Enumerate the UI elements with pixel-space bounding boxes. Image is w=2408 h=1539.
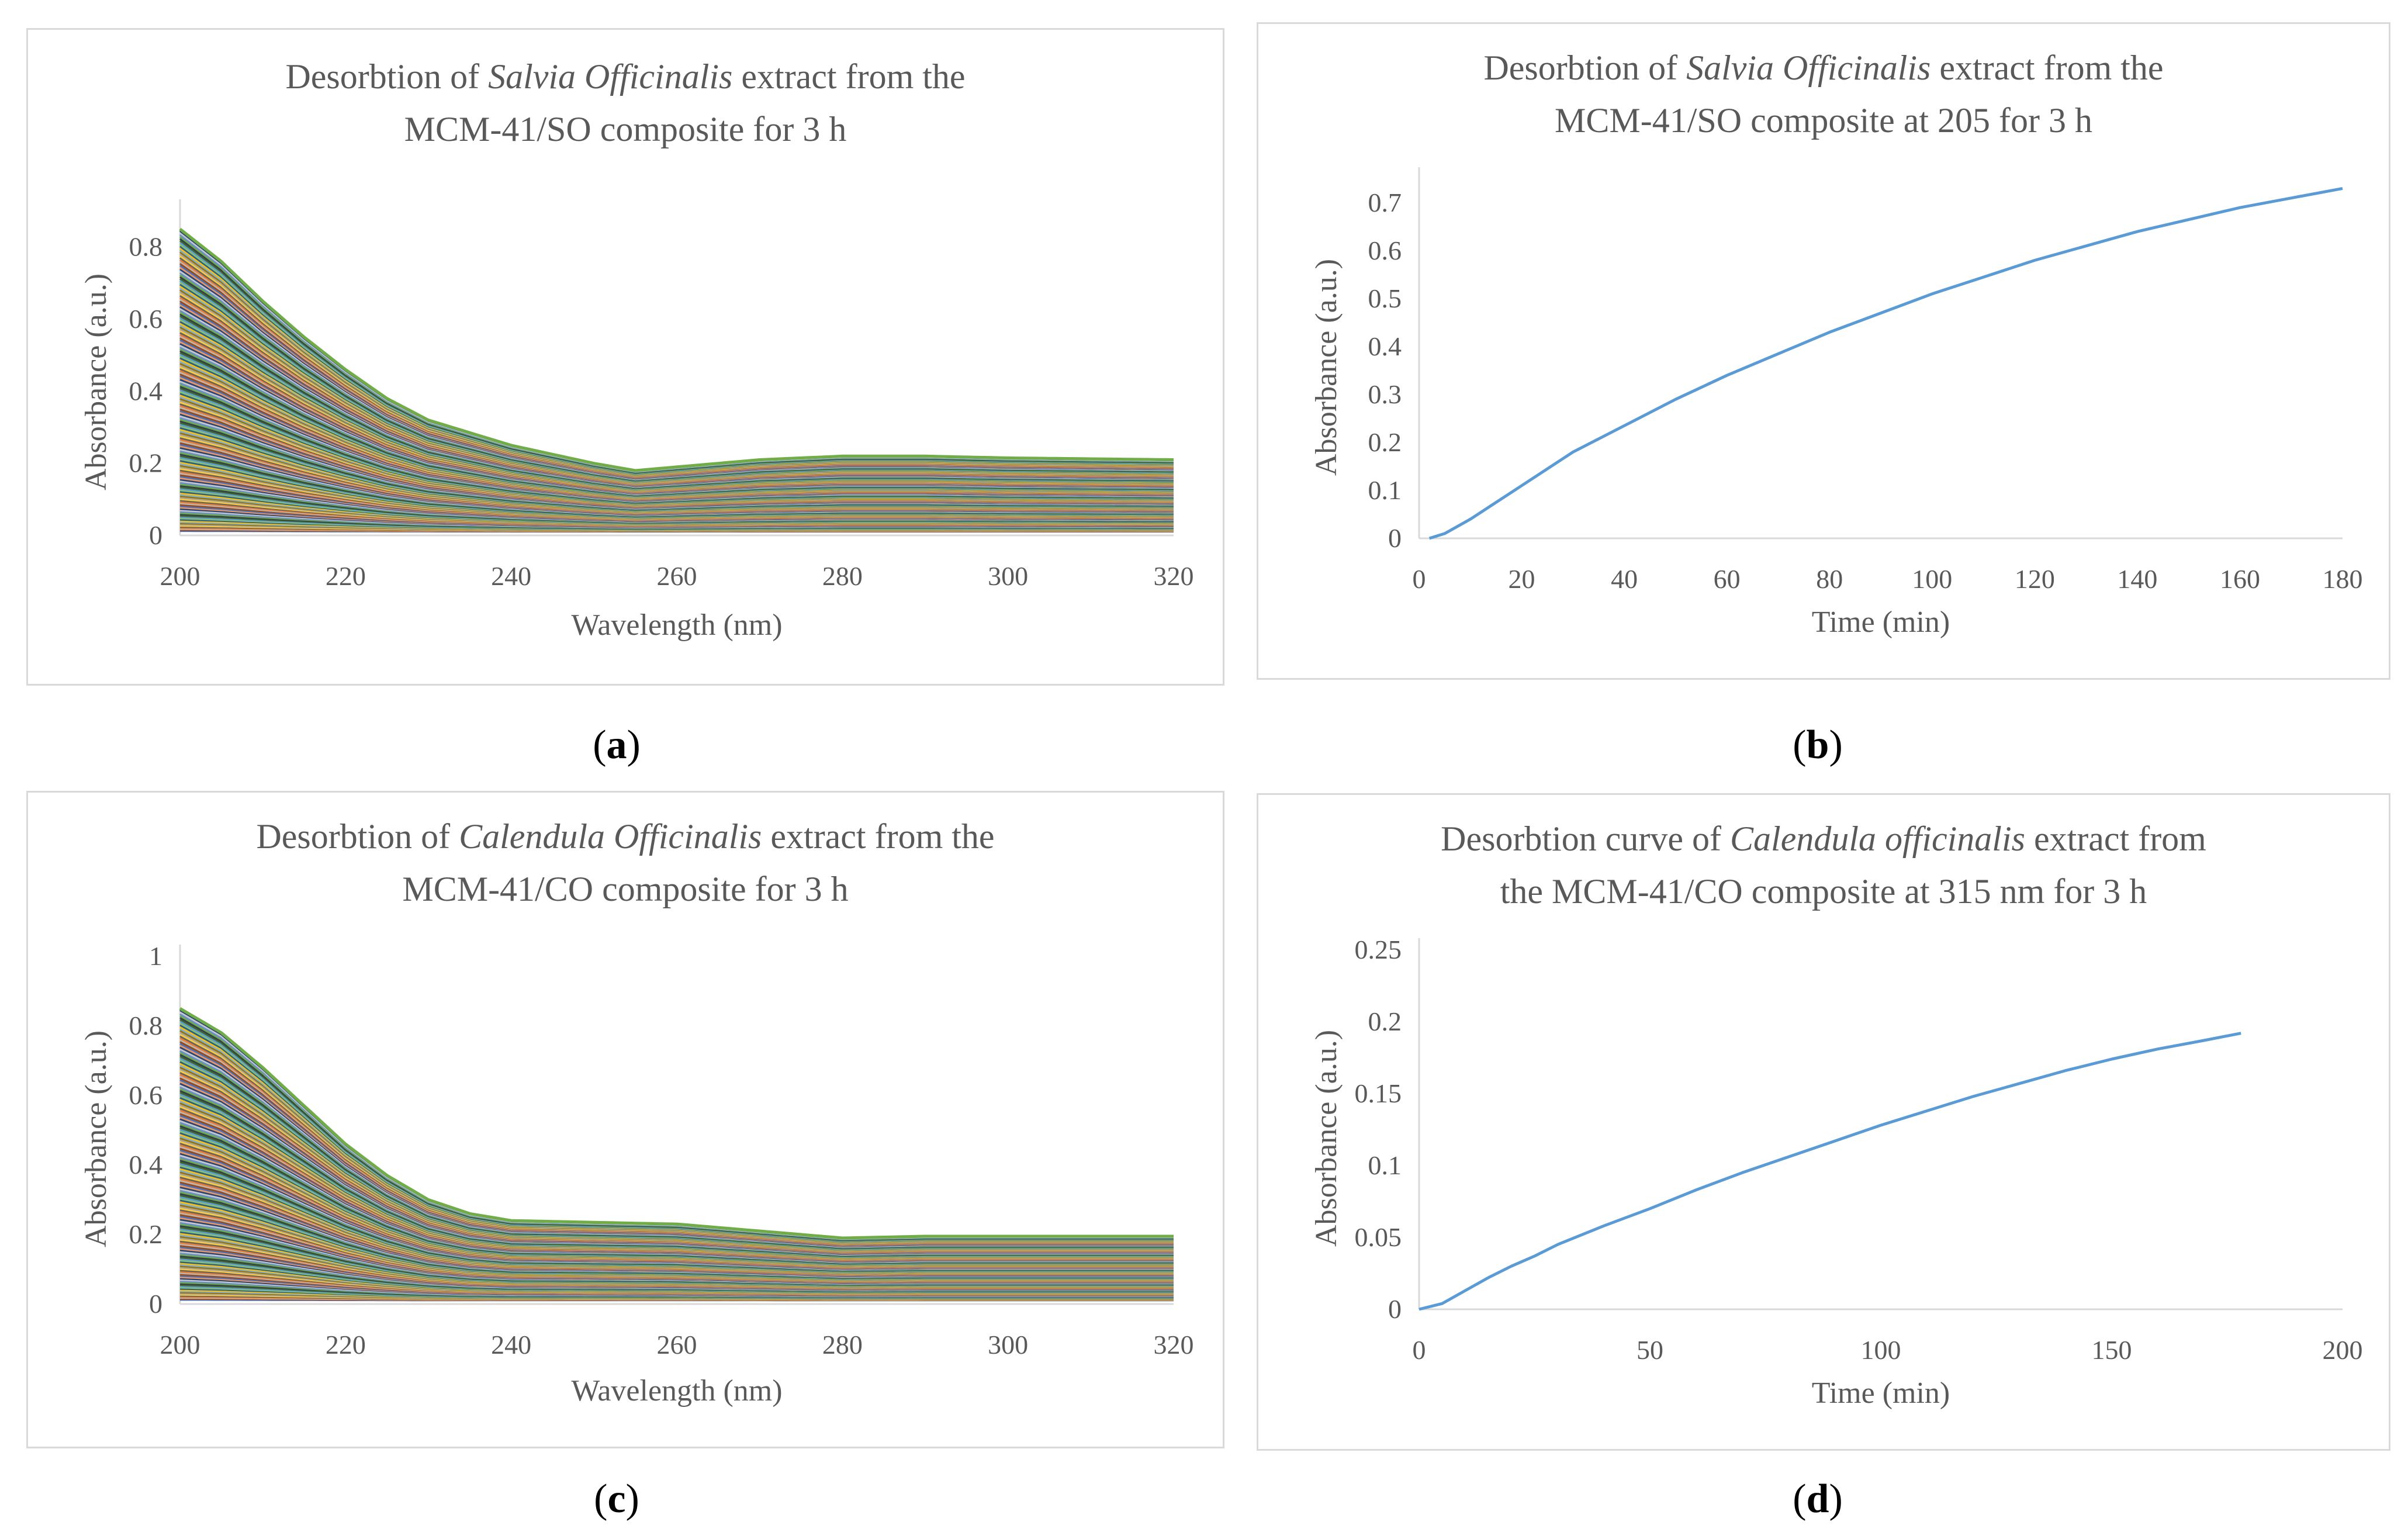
chart-title-d: Desorbtion curve of Calendula officinali… [1441, 819, 2206, 911]
x-tick-label: 300 [988, 561, 1028, 591]
x-axis-title: Wavelength (nm) [571, 1374, 782, 1407]
y-tick-label: 0.5 [1368, 283, 1402, 313]
y-tick-label: 0.6 [1368, 236, 1402, 265]
chart-title-b: Desorbtion of Salvia Officinalis extract… [1483, 49, 2164, 140]
panel-label-a: (a) [593, 722, 641, 767]
y-tick-label: 1 [149, 941, 162, 971]
y-tick-label: 0.7 [1368, 188, 1402, 217]
spectrum-line [179, 1007, 1174, 1240]
y-tick-label: 0.8 [129, 232, 163, 262]
y-tick-label: 0.4 [1368, 331, 1402, 361]
x-tick-label: 280 [822, 1330, 863, 1360]
x-axis-title: Time (min) [1812, 1377, 1950, 1410]
x-tick-label: 180 [2323, 564, 2363, 594]
y-tick-label: 0.8 [129, 1011, 163, 1040]
x-tick-label: 100 [1861, 1335, 1901, 1365]
x-tick-label: 0 [1413, 564, 1426, 594]
x-axis-title: Wavelength (nm) [571, 608, 782, 642]
x-axis-title: Time (min) [1812, 606, 1950, 639]
x-tick-label: 220 [326, 561, 366, 591]
x-tick-label: 200 [160, 1330, 200, 1360]
chart-a: 0 0.2 0.4 0.6 0.8 200 220 240 260 280 300 320 Wavele… [79, 199, 1194, 642]
x-tick-label: 20 [1509, 564, 1535, 594]
y-tick-label: 0.2 [1368, 1007, 1402, 1036]
x-tick-label: 260 [657, 1330, 697, 1360]
x-tick-label: 160 [2220, 564, 2260, 594]
x-tick-label: 300 [988, 1330, 1028, 1360]
x-tick-label: 320 [1154, 1330, 1194, 1360]
panel-label-c: (c) [594, 1476, 639, 1521]
y-tick-label: 0.4 [129, 1150, 163, 1180]
panel-label-d: (d) [1793, 1476, 1843, 1521]
x-tick-label: 200 [2323, 1335, 2363, 1365]
y-tick-label: 0.1 [1368, 1150, 1402, 1180]
x-tick-label: 280 [822, 561, 863, 591]
y-axis-title: Absorbance (a.u.) [79, 1030, 113, 1247]
x-tick-label: 80 [1816, 564, 1843, 594]
x-tick-label: 260 [657, 561, 697, 591]
x-tick-label: 60 [1714, 564, 1741, 594]
spectrum-line [179, 227, 1174, 472]
y-tick-label: 0.4 [129, 376, 163, 406]
chart-title-c: Desorbtion of Calendula Officinalis extr… [256, 817, 995, 908]
y-axis-title: Absorbance (a.u.) [1310, 259, 1343, 476]
panel-label-b: (b) [1793, 722, 1843, 767]
data-series-line [1418, 1032, 2241, 1311]
x-tick-label: 120 [2015, 564, 2055, 594]
y-tick-label: 0 [1388, 523, 1402, 553]
chart-title-a: Desorbtion of Salvia Officinalis extract… [285, 57, 966, 148]
y-tick-label: 0.6 [129, 1080, 163, 1110]
x-tick-label: 40 [1611, 564, 1638, 594]
y-axis-title: Absorbance (a.u.) [79, 274, 113, 490]
y-tick-label: 0.1 [1368, 475, 1402, 505]
x-tick-label: 240 [491, 561, 531, 591]
y-tick-label: 0.6 [129, 304, 163, 334]
x-tick-label: 240 [491, 1330, 531, 1360]
x-tick-label: 150 [2092, 1335, 2132, 1365]
x-tick-label: 140 [2117, 564, 2157, 594]
chart-b: 0 0.1 0.2 0.3 0.4 0.5 0.6 0.7 0 20 40 60 80 100 120 140… [1310, 167, 2363, 639]
data-series-line [1428, 186, 2343, 540]
chart-panel-a: Desorbtion of Salvia Officinalis extract… [26, 28, 1224, 686]
x-tick-label: 0 [1413, 1335, 1426, 1365]
y-tick-label: 0.2 [129, 448, 163, 478]
chart-c: 0 0.2 0.4 0.6 0.8 1 200 220 240 260 280 300 320 Wavel… [79, 941, 1194, 1407]
y-tick-label: 0.2 [129, 1219, 163, 1249]
y-tick-label: 0 [149, 520, 162, 550]
y-tick-label: 0.3 [1368, 379, 1402, 409]
chart-panel-c: Desorbtion of Calendula Officinalis extr… [26, 791, 1224, 1448]
y-tick-label: 0 [149, 1289, 162, 1319]
x-tick-label: 320 [1154, 561, 1194, 591]
x-tick-label: 220 [326, 1330, 366, 1360]
chart-d: 0 0.05 0.1 0.15 0.2 0.25 0 50 100 150 200 Time (min… [1310, 935, 2363, 1410]
x-tick-label: 50 [1637, 1335, 1663, 1365]
x-tick-label: 200 [160, 561, 200, 591]
chart-panel-b: Desorbtion of Salvia Officinalis extract… [1257, 22, 2390, 680]
y-tick-label: 0.2 [1368, 427, 1402, 457]
y-axis-title: Absorbance (a.u.) [1310, 1030, 1343, 1247]
chart-panel-d: Desorbtion curve of Calendula officinali… [1257, 793, 2390, 1451]
y-tick-label: 0.05 [1355, 1222, 1402, 1252]
x-tick-label: 100 [1912, 564, 1952, 594]
y-tick-label: 0.15 [1355, 1078, 1402, 1108]
y-tick-label: 0 [1388, 1294, 1402, 1324]
y-tick-label: 0.25 [1355, 935, 1402, 964]
